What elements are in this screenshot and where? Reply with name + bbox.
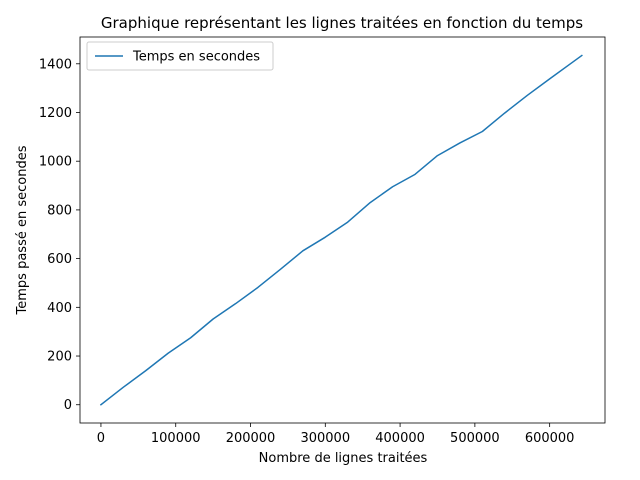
series-line-0 <box>99 54 583 406</box>
chart-title: Graphique représentant les lignes traité… <box>101 14 583 32</box>
x-tick-label: 400000 <box>375 431 425 446</box>
plot-area <box>99 54 583 406</box>
y-tick-label: 800 <box>47 203 72 218</box>
x-tick-label: 100000 <box>151 431 201 446</box>
x-tick-label: 200000 <box>226 431 276 446</box>
y-tick-label: 200 <box>47 350 72 365</box>
y-axis-title: Temps passé en secondes <box>15 145 30 315</box>
legend: Temps en secondes <box>86 41 274 71</box>
y-tick-label: 0 <box>64 398 72 413</box>
y-tick-label: 400 <box>47 301 72 316</box>
axes-frame <box>79 36 606 424</box>
x-tick-label: 0 <box>97 431 105 446</box>
y-tick-label: 1000 <box>39 155 72 170</box>
y-tick-label: 1200 <box>39 106 72 121</box>
x-tick-label: 300000 <box>300 431 350 446</box>
legend-box <box>86 41 274 71</box>
legend-label-temps-en-secondes: Temps en secondes <box>132 50 260 65</box>
x-tick-label: 600000 <box>525 431 575 446</box>
x-tick-label: 500000 <box>450 431 500 446</box>
axes: 0 100000 200000 300000 400000 500000 600000 0 20… <box>39 36 606 446</box>
x-axis-title: Nombre de lignes traitées <box>259 451 428 466</box>
y-tick-label: 1400 <box>39 57 72 72</box>
y-tick-label: 600 <box>47 252 72 267</box>
